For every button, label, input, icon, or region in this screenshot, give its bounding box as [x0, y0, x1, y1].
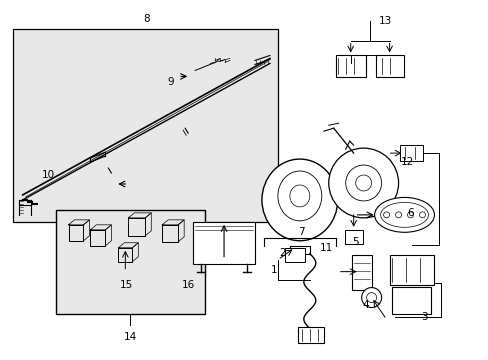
Text: 1: 1	[270, 265, 277, 275]
Bar	[391, 287, 430, 315]
Bar	[56, 210, 204, 315]
Bar	[351, 255, 371, 289]
Text: 13: 13	[378, 15, 391, 26]
Text: 4: 4	[362, 300, 368, 310]
Bar	[193, 222, 254, 264]
Text: 8: 8	[142, 14, 149, 24]
Bar	[297, 328, 323, 343]
Text: 5: 5	[352, 237, 358, 247]
Text: 11: 11	[320, 243, 333, 253]
Text: 6: 6	[407, 208, 413, 218]
Text: 14: 14	[123, 332, 137, 342]
Circle shape	[328, 148, 398, 218]
Text: 9: 9	[166, 77, 173, 87]
Circle shape	[361, 288, 381, 307]
Text: 16: 16	[181, 280, 194, 289]
Ellipse shape	[374, 197, 433, 232]
Bar	[344, 230, 362, 244]
Text: 15: 15	[120, 280, 133, 289]
Bar	[13, 28, 277, 222]
Bar	[375, 55, 403, 77]
Text: 2: 2	[279, 248, 285, 258]
Bar	[335, 55, 365, 77]
Bar	[389, 255, 433, 285]
Text: 7: 7	[298, 227, 305, 237]
Text: 3: 3	[420, 312, 427, 323]
Text: 10: 10	[42, 170, 55, 180]
Bar	[399, 145, 423, 161]
Bar	[285, 248, 304, 262]
Text: 12: 12	[400, 157, 413, 167]
Ellipse shape	[262, 159, 337, 241]
